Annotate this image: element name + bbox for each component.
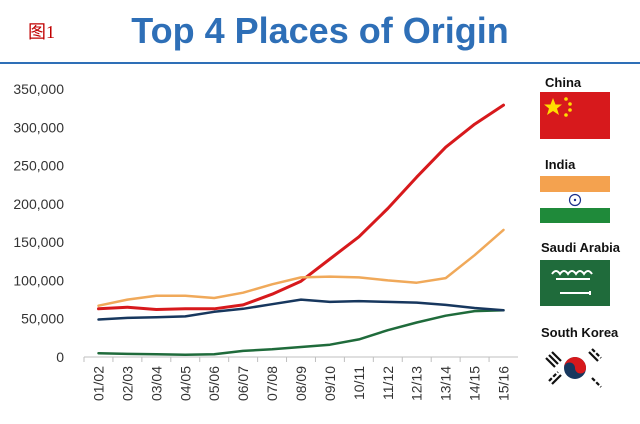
x-tick-label: 06/07 xyxy=(235,366,251,401)
x-tick-label: 01/02 xyxy=(90,366,106,401)
x-tick-label: 12/13 xyxy=(409,366,425,401)
title-underline xyxy=(0,62,640,64)
y-tick-label: 150,000 xyxy=(13,234,64,250)
legend-label-india: India xyxy=(545,157,576,172)
y-tick-label: 0 xyxy=(56,349,64,365)
series-line-india xyxy=(97,228,505,307)
y-tick-label: 250,000 xyxy=(13,158,64,174)
legend-label-saudi-arabia: Saudi Arabia xyxy=(541,240,620,255)
x-tick-label: 03/04 xyxy=(148,366,164,401)
x-tick-label: 09/10 xyxy=(322,366,338,401)
x-tick-label: 07/08 xyxy=(264,366,280,401)
series-line-saudi xyxy=(97,309,505,356)
x-tick-label: 15/16 xyxy=(496,366,512,401)
y-tick-label: 300,000 xyxy=(13,119,64,135)
x-tick-label: 14/15 xyxy=(467,366,483,401)
legend-label-south-korea: South Korea xyxy=(541,325,619,340)
x-tick-label: 10/11 xyxy=(351,366,367,400)
figure-label: 图1 xyxy=(28,22,55,42)
x-tick-label: 11/12 xyxy=(380,366,396,400)
chart-title: Top 4 Places of Origin xyxy=(131,10,509,51)
legend-label-china: China xyxy=(545,75,582,90)
x-tick-label: 05/06 xyxy=(206,366,222,401)
x-tick-label: 02/03 xyxy=(119,366,135,401)
y-tick-label: 200,000 xyxy=(13,196,64,212)
x-tick-label: 08/09 xyxy=(293,366,309,401)
x-tick-label: 04/05 xyxy=(177,366,193,401)
y-tick-label: 50,000 xyxy=(21,311,64,327)
x-tick-label: 13/14 xyxy=(438,366,454,401)
y-tick-label: 350,000 xyxy=(13,81,64,97)
y-tick-label: 100,000 xyxy=(13,272,64,288)
series-line-china xyxy=(97,103,505,311)
series-line-korea xyxy=(97,298,505,321)
